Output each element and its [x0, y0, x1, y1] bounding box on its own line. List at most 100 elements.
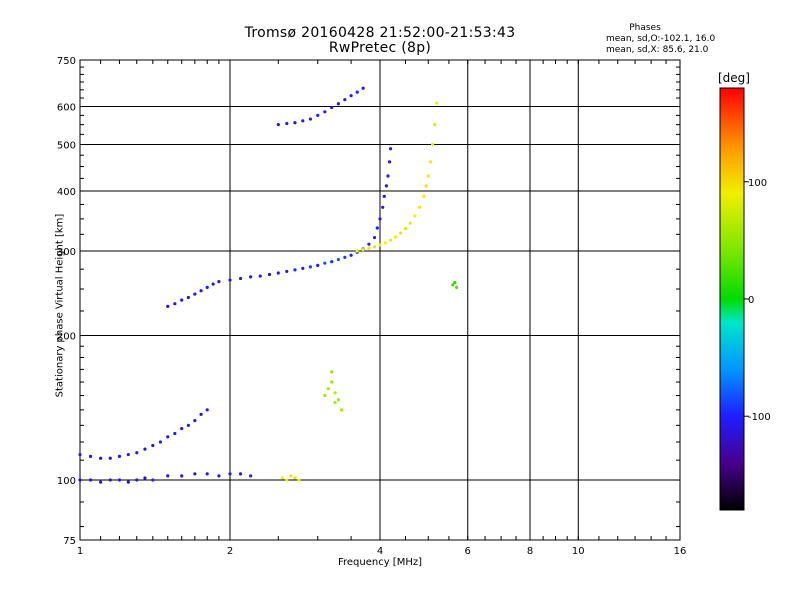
y-tick-label: 600 — [57, 103, 76, 114]
data-point — [199, 289, 203, 293]
data-point — [180, 426, 184, 431]
data-point — [403, 227, 408, 231]
data-point — [173, 302, 177, 306]
data-point — [323, 393, 327, 398]
data-point — [285, 478, 289, 482]
data-point — [249, 275, 253, 279]
data-point — [99, 480, 103, 484]
phase-stats-x-line: mean, sd,X: 85.6, 21.0 — [606, 45, 709, 55]
data-point — [330, 260, 334, 264]
data-point — [217, 474, 221, 478]
data-point — [199, 412, 203, 417]
x-tick-label: 6 — [465, 546, 471, 557]
x-tick-label: 2 — [227, 546, 233, 557]
data-point — [88, 478, 93, 482]
data-point — [330, 105, 334, 110]
data-point — [428, 160, 433, 164]
data-point — [424, 184, 428, 188]
data-point — [205, 285, 209, 289]
data-point — [455, 285, 459, 289]
data-point — [126, 480, 130, 484]
data-point — [382, 194, 386, 198]
x-tick-label: 10 — [572, 546, 585, 557]
data-point — [249, 474, 253, 478]
data-point — [316, 263, 320, 267]
colorbar-tick-label: 100 — [748, 178, 767, 189]
data-point — [375, 226, 379, 230]
data-point — [343, 255, 347, 259]
y-tick-label: 400 — [57, 187, 76, 198]
data-point — [117, 454, 122, 459]
data-point — [387, 160, 392, 164]
data-point — [326, 387, 330, 391]
data-point — [126, 452, 130, 457]
data-point — [333, 391, 337, 395]
x-tick-label: 8 — [527, 546, 533, 557]
data-point — [228, 278, 232, 282]
data-point — [151, 443, 155, 448]
data-point — [205, 472, 209, 476]
data-point — [193, 418, 197, 423]
data-point — [180, 474, 184, 478]
data-point — [381, 205, 385, 209]
data-point — [372, 245, 377, 249]
data-point — [193, 292, 197, 296]
data-point — [285, 269, 289, 274]
colorbar-unit-label: [deg] — [718, 71, 750, 85]
data-point — [399, 231, 403, 235]
data-point — [143, 476, 147, 480]
data-point — [384, 184, 388, 188]
data-point — [330, 380, 334, 384]
y-tick-label: 300 — [57, 247, 76, 258]
data-point — [135, 478, 139, 482]
data-point — [78, 478, 82, 482]
data-point — [285, 121, 289, 126]
y-axis-label: Stationary phase Virtual Height [km] — [54, 213, 66, 398]
y-tick-label: 750 — [57, 56, 76, 67]
data-point — [228, 472, 232, 476]
y-tick-label: 200 — [57, 332, 76, 343]
data-point — [378, 217, 382, 221]
chart-subtitle: RwPretec (8p) — [328, 40, 432, 56]
data-point — [386, 174, 390, 178]
data-point — [453, 280, 457, 285]
data-point — [78, 452, 82, 457]
data-point — [108, 456, 112, 460]
colorbar — [719, 87, 745, 511]
data-point — [417, 205, 422, 209]
data-point — [217, 280, 221, 284]
y-tick-label: 500 — [57, 141, 76, 152]
data-point — [173, 431, 177, 436]
data-point — [340, 408, 344, 412]
data-point — [88, 454, 93, 459]
data-point — [135, 451, 139, 455]
data-point — [180, 298, 184, 302]
y-tick-label: 100 — [57, 476, 76, 487]
data-point — [186, 423, 190, 427]
data-point — [333, 400, 337, 405]
x-tick-label: 16 — [674, 546, 687, 557]
data-point — [166, 435, 170, 439]
colorbar-tick-label: 0 — [748, 295, 754, 306]
data-point — [316, 113, 320, 117]
data-point — [280, 476, 285, 480]
data-point — [301, 119, 305, 123]
data-point — [383, 241, 387, 245]
data-point — [293, 476, 297, 480]
chart-title: Tromsø 20160428 21:52:00-21:53:43 — [244, 25, 516, 41]
data-point — [258, 274, 262, 278]
data-point — [238, 472, 243, 476]
data-point — [308, 117, 313, 121]
data-point — [151, 478, 155, 482]
data-point — [372, 235, 377, 240]
data-point — [193, 472, 197, 476]
data-point — [451, 283, 455, 287]
data-point — [211, 282, 215, 286]
data-point — [297, 478, 301, 482]
x-axis-label: Frequency [MHz] — [337, 557, 423, 568]
data-point — [349, 253, 353, 257]
data-point — [343, 98, 347, 102]
data-point — [308, 265, 313, 269]
